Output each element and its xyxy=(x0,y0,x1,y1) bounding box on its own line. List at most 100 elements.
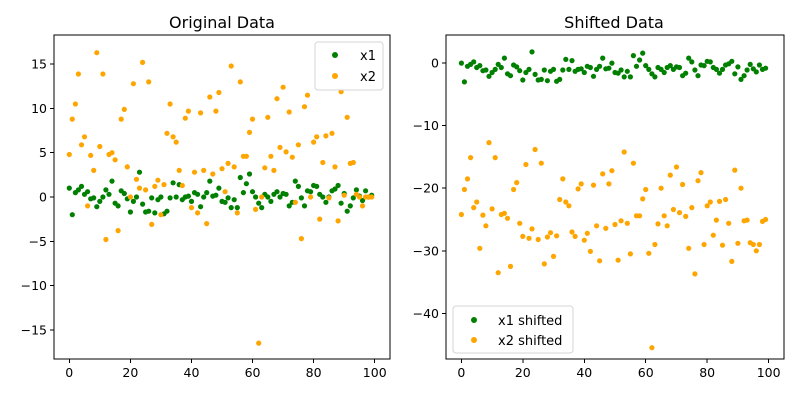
data-point-x2 xyxy=(323,133,329,139)
data-point-x1 xyxy=(363,188,369,194)
y-axis-ticks: −15 −10 −5 0 5 10 15 xyxy=(21,57,54,337)
data-point-x2 xyxy=(314,134,320,140)
data-point-x2-shifted xyxy=(594,223,600,229)
data-point-x2 xyxy=(185,108,191,114)
data-point-x1 xyxy=(268,198,274,204)
y-tick-label: 0 xyxy=(431,56,439,71)
data-point-x2-shifted xyxy=(474,199,480,205)
data-point-x1 xyxy=(344,208,350,214)
data-point-x1 xyxy=(106,191,112,197)
data-point-x2-shifted xyxy=(600,171,606,177)
data-point-x1 xyxy=(237,174,243,181)
data-point-x1 xyxy=(201,194,207,200)
data-point-x2-shifted xyxy=(646,250,652,256)
data-point-x1-shifted xyxy=(719,66,726,72)
data-point-x2-shifted xyxy=(704,203,710,209)
data-point-x2-shifted xyxy=(507,263,514,269)
x-tick-label: 60 xyxy=(245,365,261,380)
data-point-x2 xyxy=(109,150,115,156)
data-point-x2 xyxy=(204,221,210,227)
data-point-x2 xyxy=(176,167,182,173)
y-tick-label: −10 xyxy=(21,278,47,293)
data-point-x2 xyxy=(249,116,256,122)
data-point-x2 xyxy=(329,130,335,136)
data-point-x2 xyxy=(317,216,323,222)
y-tick-label: 0 xyxy=(39,190,47,205)
data-point-x1 xyxy=(170,180,176,186)
data-point-x1-shifted xyxy=(753,69,759,75)
data-point-x1-shifted xyxy=(676,64,683,71)
y-tick-label: −30 xyxy=(413,243,439,258)
data-points xyxy=(458,49,769,351)
x-axis-ticks: 0 20 40 60 80 100 xyxy=(65,359,387,380)
data-point-x2 xyxy=(182,115,188,121)
data-point-x2-shifted xyxy=(471,205,477,211)
x-tick-label: 0 xyxy=(457,365,465,380)
data-point-x2-shifted xyxy=(756,241,763,248)
data-point-x2-shifted xyxy=(667,172,673,178)
data-point-x2 xyxy=(94,50,100,56)
data-point-x1-shifted xyxy=(741,73,747,79)
data-point-x1 xyxy=(213,192,219,198)
data-point-x1 xyxy=(301,203,308,209)
data-point-x1 xyxy=(323,199,329,205)
data-point-x2 xyxy=(207,94,213,100)
data-point-x2 xyxy=(140,59,146,65)
data-point-x2-shifted xyxy=(464,176,471,182)
data-point-x1 xyxy=(265,194,271,200)
data-point-x1 xyxy=(243,181,249,187)
data-point-x2-shifted xyxy=(618,218,624,224)
data-point-x2-shifted xyxy=(458,211,464,218)
legend-label-x1: x1 xyxy=(360,49,376,64)
data-point-x1 xyxy=(195,191,201,197)
data-point-x1-shifted xyxy=(461,79,467,85)
data-point-x1-shifted xyxy=(498,64,504,71)
data-point-x1-shifted xyxy=(756,62,763,68)
legend-marker-x2 xyxy=(332,73,338,79)
data-point-x1-shifted xyxy=(763,65,769,71)
data-point-x2-shifted xyxy=(723,196,729,203)
data-point-x2 xyxy=(216,89,222,96)
data-point-x1-shifted xyxy=(544,78,551,84)
legend-label-x2-shifted: x2 shifted xyxy=(498,334,562,349)
data-point-x1-shifted xyxy=(633,63,640,69)
data-point-x1-shifted xyxy=(477,63,483,69)
data-point-x2-shifted xyxy=(477,245,483,251)
data-point-x1 xyxy=(295,183,301,189)
data-point-x1 xyxy=(164,208,170,214)
data-point-x2-shifted xyxy=(501,210,507,216)
y-tick-label: −20 xyxy=(413,181,439,196)
data-point-x2-shifted xyxy=(541,261,547,267)
data-point-x2-shifted xyxy=(686,245,692,251)
data-point-x2-shifted xyxy=(658,185,664,191)
data-point-x2 xyxy=(112,157,118,163)
data-point-x2 xyxy=(228,63,234,69)
data-point-x2 xyxy=(66,151,72,158)
data-point-x2 xyxy=(75,71,81,77)
data-point-x1 xyxy=(274,189,280,195)
data-point-x1 xyxy=(109,178,115,184)
data-point-x1-shifted xyxy=(532,71,538,77)
data-point-x2-shifted xyxy=(640,196,646,202)
data-point-x1 xyxy=(188,198,195,204)
data-point-x1 xyxy=(246,171,253,177)
data-point-x2 xyxy=(124,164,130,170)
data-point-x1 xyxy=(350,195,356,201)
x-axis-ticks: 0 20 40 60 80 100 xyxy=(457,359,781,380)
data-point-x2-shifted xyxy=(517,220,523,226)
data-point-x2 xyxy=(91,167,97,173)
data-point-x2-shifted xyxy=(538,160,544,166)
y-tick-label: 15 xyxy=(31,57,47,72)
data-point-x1 xyxy=(207,178,213,184)
data-point-x2 xyxy=(170,134,176,140)
data-point-x1 xyxy=(103,187,109,193)
x-tick-label: 0 xyxy=(65,365,73,380)
data-point-x1-shifted xyxy=(492,66,498,72)
data-point-x1 xyxy=(133,194,140,200)
data-point-x2 xyxy=(253,206,259,212)
data-point-x2 xyxy=(246,129,253,135)
data-point-x1-shifted xyxy=(689,59,695,65)
legend-frame xyxy=(314,41,384,91)
data-point-x1 xyxy=(359,197,366,204)
data-point-x2 xyxy=(262,165,268,171)
